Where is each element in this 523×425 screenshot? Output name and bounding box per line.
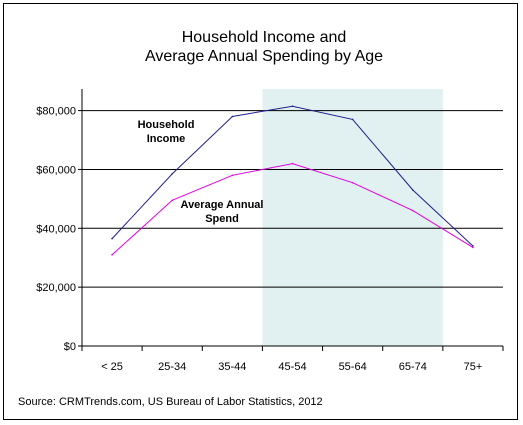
series-1-point: [351, 118, 354, 121]
series-2-point: [351, 181, 354, 184]
series-1-point: [231, 115, 234, 118]
y-tick-label: $20,000: [36, 282, 76, 294]
series-2-point: [111, 253, 113, 256]
series-1-point: [111, 237, 113, 240]
series-2-point: [231, 174, 234, 177]
series-2-point: [291, 162, 294, 165]
series-1-point: [472, 245, 474, 247]
source-note: Source: CRMTrends.com, US Bureau of Labo…: [18, 396, 323, 408]
x-tick-label: 55-64: [339, 361, 367, 373]
chart-title-line-1: Household Income and: [182, 29, 347, 46]
chart-title-line-2: Average Annual Spending by Age: [145, 48, 383, 65]
series-2-point: [171, 199, 174, 202]
series-2-point: [472, 246, 474, 249]
y-tick-label: $80,000: [36, 106, 76, 118]
highlight-band: [262, 89, 443, 346]
x-tick-label: 75+: [464, 361, 483, 373]
series-1-point: [291, 105, 294, 107]
y-tick-label: $60,000: [36, 164, 76, 176]
series-1-point: [411, 189, 414, 191]
x-tick-label: < 25: [101, 361, 123, 373]
y-tick-label: $0: [64, 341, 76, 353]
series-label-1: Income: [147, 133, 186, 145]
series-label-2: Average Annual: [181, 199, 264, 211]
series-2-point: [411, 209, 414, 212]
x-tick-label: 35-44: [218, 361, 246, 373]
y-tick-label: $40,000: [36, 223, 76, 235]
x-tick-label: 65-74: [399, 361, 427, 373]
x-tick-label: 45-54: [278, 361, 306, 373]
x-tick-label: 25-34: [158, 361, 186, 373]
series-label-1: Household: [138, 119, 195, 131]
series-1-point: [171, 173, 174, 175]
series-label-2: Spend: [205, 213, 239, 225]
